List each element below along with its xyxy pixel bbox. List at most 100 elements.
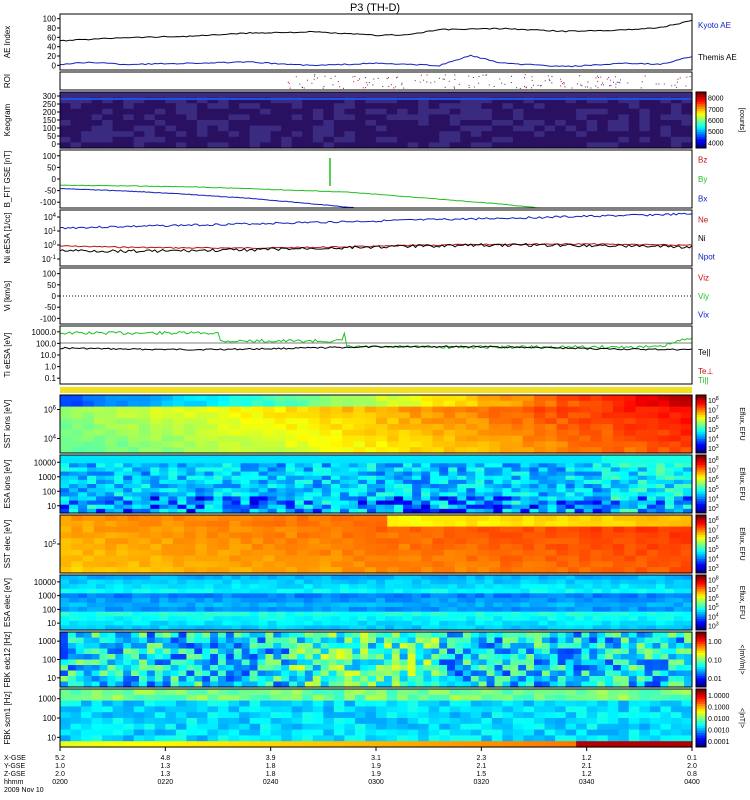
esa_e-cell [385, 607, 395, 613]
esa_i-cell [628, 488, 639, 493]
keogram-cell [123, 142, 135, 149]
roi-point [478, 82, 480, 84]
fbk_e-cell [431, 648, 440, 655]
fbk_b-cell [60, 718, 72, 725]
sst_e-cell [285, 544, 298, 551]
sst_i-cell [658, 447, 671, 454]
keogram-cell [397, 142, 409, 149]
roi-point [396, 77, 397, 79]
esa_e-cell [457, 597, 467, 604]
esa_i-colorbar-cell [696, 481, 706, 485]
sst_i-cell [139, 441, 151, 448]
keogram-cell [207, 103, 219, 110]
fbk_e-cell [352, 681, 361, 688]
esa_e-cell [357, 597, 368, 604]
esa_i-cell [664, 467, 675, 473]
keogram-cell [196, 120, 209, 127]
fbk_e-cell [83, 648, 93, 655]
sst_i-cell [195, 406, 208, 413]
esa_e-cell [276, 584, 287, 590]
esa_i-cell [303, 496, 314, 502]
sst_e-cell [82, 515, 95, 522]
esa_i-cell [213, 484, 224, 489]
esa_i-cell [96, 475, 106, 481]
keogram-cell [670, 120, 683, 127]
sst_e-colorbar-tick: 104 [708, 555, 719, 564]
keogram-cell [354, 92, 367, 99]
fbk_e-cell [178, 632, 187, 639]
roi-point [299, 83, 301, 85]
sst_i-cell [285, 418, 298, 425]
esa_i-cell [69, 479, 79, 485]
sst_i-cell [421, 400, 434, 408]
sst_i-cell [285, 406, 298, 413]
esa_i-cell [412, 463, 422, 469]
esa_i-colorbar-cell [696, 503, 706, 507]
esa_i-cell [213, 504, 224, 510]
fbk_e-cell [83, 670, 93, 677]
esa_e-cell [520, 616, 531, 622]
esa_e-cell [348, 607, 359, 613]
sst_e-cell [308, 515, 321, 522]
keogram-cell [365, 136, 377, 143]
esa_e-cell [366, 607, 377, 613]
fbk_e-cell [107, 676, 116, 683]
sst_i-cell [251, 412, 264, 419]
sst_i-cell [240, 412, 253, 419]
esa_i-cell [403, 492, 413, 498]
esa_e-cell [195, 597, 206, 604]
esa_e-colorbar-frame [695, 574, 707, 631]
sst_i-cell [545, 406, 558, 413]
bfield-ytick-label: 0 [52, 175, 57, 184]
esa_e-cell [186, 584, 197, 590]
keogram-cell [239, 120, 251, 127]
esa_i-cell [430, 475, 440, 481]
esa_e-cell [565, 611, 576, 617]
fbk_b-cell [60, 694, 72, 702]
esa_e-cell [565, 625, 576, 631]
esa_e-cell [457, 575, 467, 581]
esa_i-colorbar-cell [696, 505, 706, 509]
esa_i-cell [376, 479, 386, 485]
esa_e-cell [421, 588, 431, 594]
esa_i-cell [385, 484, 395, 489]
esa_i-cell [177, 467, 187, 473]
esa_e-cell [114, 616, 124, 622]
esa_i-cell [249, 504, 260, 510]
esa_e-cell [484, 584, 494, 590]
fbk_e-cell [328, 654, 338, 661]
esa_e-cell [520, 575, 531, 581]
sst_e-cell [669, 555, 682, 562]
esa_e-cell [348, 616, 359, 622]
sst_i-cell [229, 447, 242, 454]
sst_i-cell [398, 441, 411, 448]
sst_i-cell [364, 447, 377, 454]
keogram-cell [186, 103, 198, 110]
sst_e-cell [590, 515, 603, 522]
sst_i-cell [139, 424, 151, 431]
sst_i-cell [669, 435, 682, 442]
fbk_b-cell [60, 729, 72, 736]
fbk_e-cell [115, 681, 124, 688]
fbk_e-colorbar-cell [696, 661, 706, 665]
esa_i-cell [601, 475, 612, 481]
fbk_e-cell [131, 665, 140, 672]
sst_i-cell [195, 424, 208, 431]
fbk_b-cell [91, 723, 103, 731]
esa_e-cell [610, 579, 621, 585]
fbk_e-cell [281, 648, 290, 655]
esa_e-cell [213, 575, 224, 581]
sst_e-cell [330, 538, 343, 545]
keogram-cell [576, 114, 588, 121]
esa_i-cell [520, 467, 531, 473]
keogram-cell [618, 108, 630, 115]
sst_e-cell [398, 561, 411, 568]
keogram-cell [555, 92, 567, 99]
fbk_e-cell [668, 670, 677, 677]
fbk_e-cell [439, 659, 448, 666]
sst_e-colorbar-cell [696, 568, 706, 572]
esa_e-cell [249, 597, 260, 604]
keogram-cell [418, 97, 430, 104]
esa_e-cell [448, 616, 458, 622]
sst_e-cell [376, 532, 388, 539]
